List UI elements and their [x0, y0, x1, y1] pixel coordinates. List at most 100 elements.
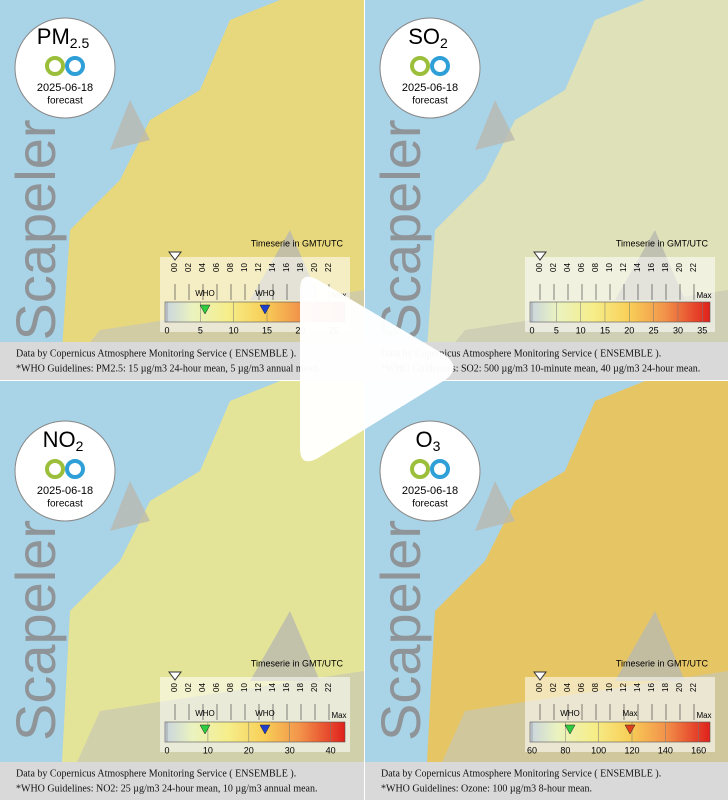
hour-label: 18: [296, 683, 305, 692]
scale-label: 10: [229, 325, 239, 335]
hour-label: 14: [268, 263, 277, 272]
hour-label: 08: [226, 263, 235, 272]
scale-label: 120: [624, 745, 639, 755]
who-marker: [259, 724, 271, 735]
pollutant: O3: [416, 427, 441, 454]
who-label: Max: [622, 709, 637, 718]
colorbar: [529, 301, 711, 323]
footer-line: Data by Copernicus Atmosphere Monitoring…: [381, 348, 661, 359]
hour-label: 20: [310, 683, 319, 692]
hour-label: 10: [240, 263, 249, 272]
who-marker: [199, 304, 211, 315]
now-marker: [533, 671, 547, 681]
scale-max: Max: [696, 711, 711, 720]
footer-bg: [0, 762, 364, 800]
hour-label: 00: [535, 683, 544, 692]
scale-label: 140: [658, 745, 673, 755]
hour-label: 06: [577, 263, 586, 272]
scale-label: 0: [529, 325, 534, 335]
timeserie: Timeserie in GMT/UTC: [616, 658, 709, 668]
scale-label: 25: [649, 325, 659, 335]
hour-label: 12: [254, 263, 263, 272]
logo: [45, 459, 65, 479]
hour-label: 04: [198, 263, 207, 272]
who-label: WHO: [195, 709, 215, 718]
land: [110, 481, 320, 681]
scale-label: 15: [600, 325, 610, 335]
hour-label: 22: [689, 683, 698, 692]
scale-max: Max: [696, 291, 711, 300]
hour-label: 04: [563, 263, 572, 272]
hour-label: 14: [268, 683, 277, 692]
logo: [65, 459, 85, 479]
scale-label: 20: [624, 325, 634, 335]
hour-label: 18: [661, 683, 670, 692]
who-marker: [624, 724, 636, 735]
logo: [410, 459, 430, 479]
hour-label: 14: [633, 683, 642, 692]
hour-label: 02: [184, 683, 193, 692]
colorbar: [529, 721, 711, 743]
footer-line: *WHO Guidelines: NO2: 25 µg/m3 24-hour m…: [16, 783, 317, 794]
date: 2025-06-18: [37, 485, 93, 497]
logo: [410, 56, 430, 76]
hour-label: 22: [689, 263, 698, 272]
hour-label: 12: [619, 683, 628, 692]
scale-label: 10: [203, 745, 213, 755]
hour-label: 06: [212, 263, 221, 272]
hour-label: 02: [184, 263, 193, 272]
logo: [45, 56, 65, 76]
hour-label: 04: [563, 683, 572, 692]
badge: [14, 420, 116, 522]
badge: [379, 17, 481, 119]
hour-label: 18: [661, 263, 670, 272]
date: 2025-06-18: [402, 485, 458, 497]
pollutant-name: NO: [43, 427, 76, 452]
hour-label: 02: [549, 683, 558, 692]
hour-label: 06: [577, 683, 586, 692]
who-marker: [259, 304, 271, 315]
who-marker: [564, 724, 576, 735]
hour-label: 14: [633, 263, 642, 272]
timeserie: Timeserie in GMT/UTC: [616, 238, 709, 248]
hour-label: 16: [647, 683, 656, 692]
panel: O3 2025-06-18 forecast Scapeler Timeserie in…: [365, 381, 728, 800]
pollutant: NO2: [43, 427, 84, 454]
scale-label: 30: [285, 745, 295, 755]
badge: [14, 17, 116, 119]
hour-label: 16: [647, 263, 656, 272]
hour-label: 18: [296, 263, 305, 272]
scale-label: 100: [591, 745, 606, 755]
hour-label: 00: [535, 263, 544, 272]
hour-label: 22: [324, 683, 333, 692]
play-button[interactable]: [300, 276, 454, 462]
hour-label: 10: [605, 263, 614, 272]
panel: SO2 2025-06-18 forecast Scapeler Timeserie i…: [365, 0, 728, 380]
hour-label: 08: [226, 683, 235, 692]
scale-label: 35: [697, 325, 707, 335]
footer-bg: [365, 762, 728, 800]
footer-line: Data by Copernicus Atmosphere Monitoring…: [381, 768, 661, 779]
hour-label: 16: [282, 683, 291, 692]
timeserie: Timeserie in GMT/UTC: [251, 658, 344, 668]
brand: Scapeler: [4, 119, 67, 340]
forecast: forecast: [47, 499, 83, 510]
who-marker: [199, 724, 211, 735]
colorbar: [164, 721, 346, 743]
logo: [430, 459, 450, 479]
pollutant-subscript: 2: [76, 438, 84, 454]
footer-line: Data by Copernicus Atmosphere Monitoring…: [16, 768, 296, 779]
logo: [65, 56, 85, 76]
hour-label: 20: [675, 263, 684, 272]
hour-label: 00: [170, 683, 179, 692]
scale-label: 15: [262, 325, 272, 335]
pollutant-subscript: 2.5: [70, 35, 90, 51]
now-marker: [168, 671, 182, 681]
pollutant: PM2.5: [37, 24, 90, 51]
brand: Scapeler: [4, 520, 67, 741]
scale-label: 10: [576, 325, 586, 335]
hour-label: 10: [240, 683, 249, 692]
forecast: forecast: [412, 96, 448, 107]
footer-line: *WHO Guidelines: PM2.5: 15 µg/m3 24-hour…: [16, 363, 320, 374]
